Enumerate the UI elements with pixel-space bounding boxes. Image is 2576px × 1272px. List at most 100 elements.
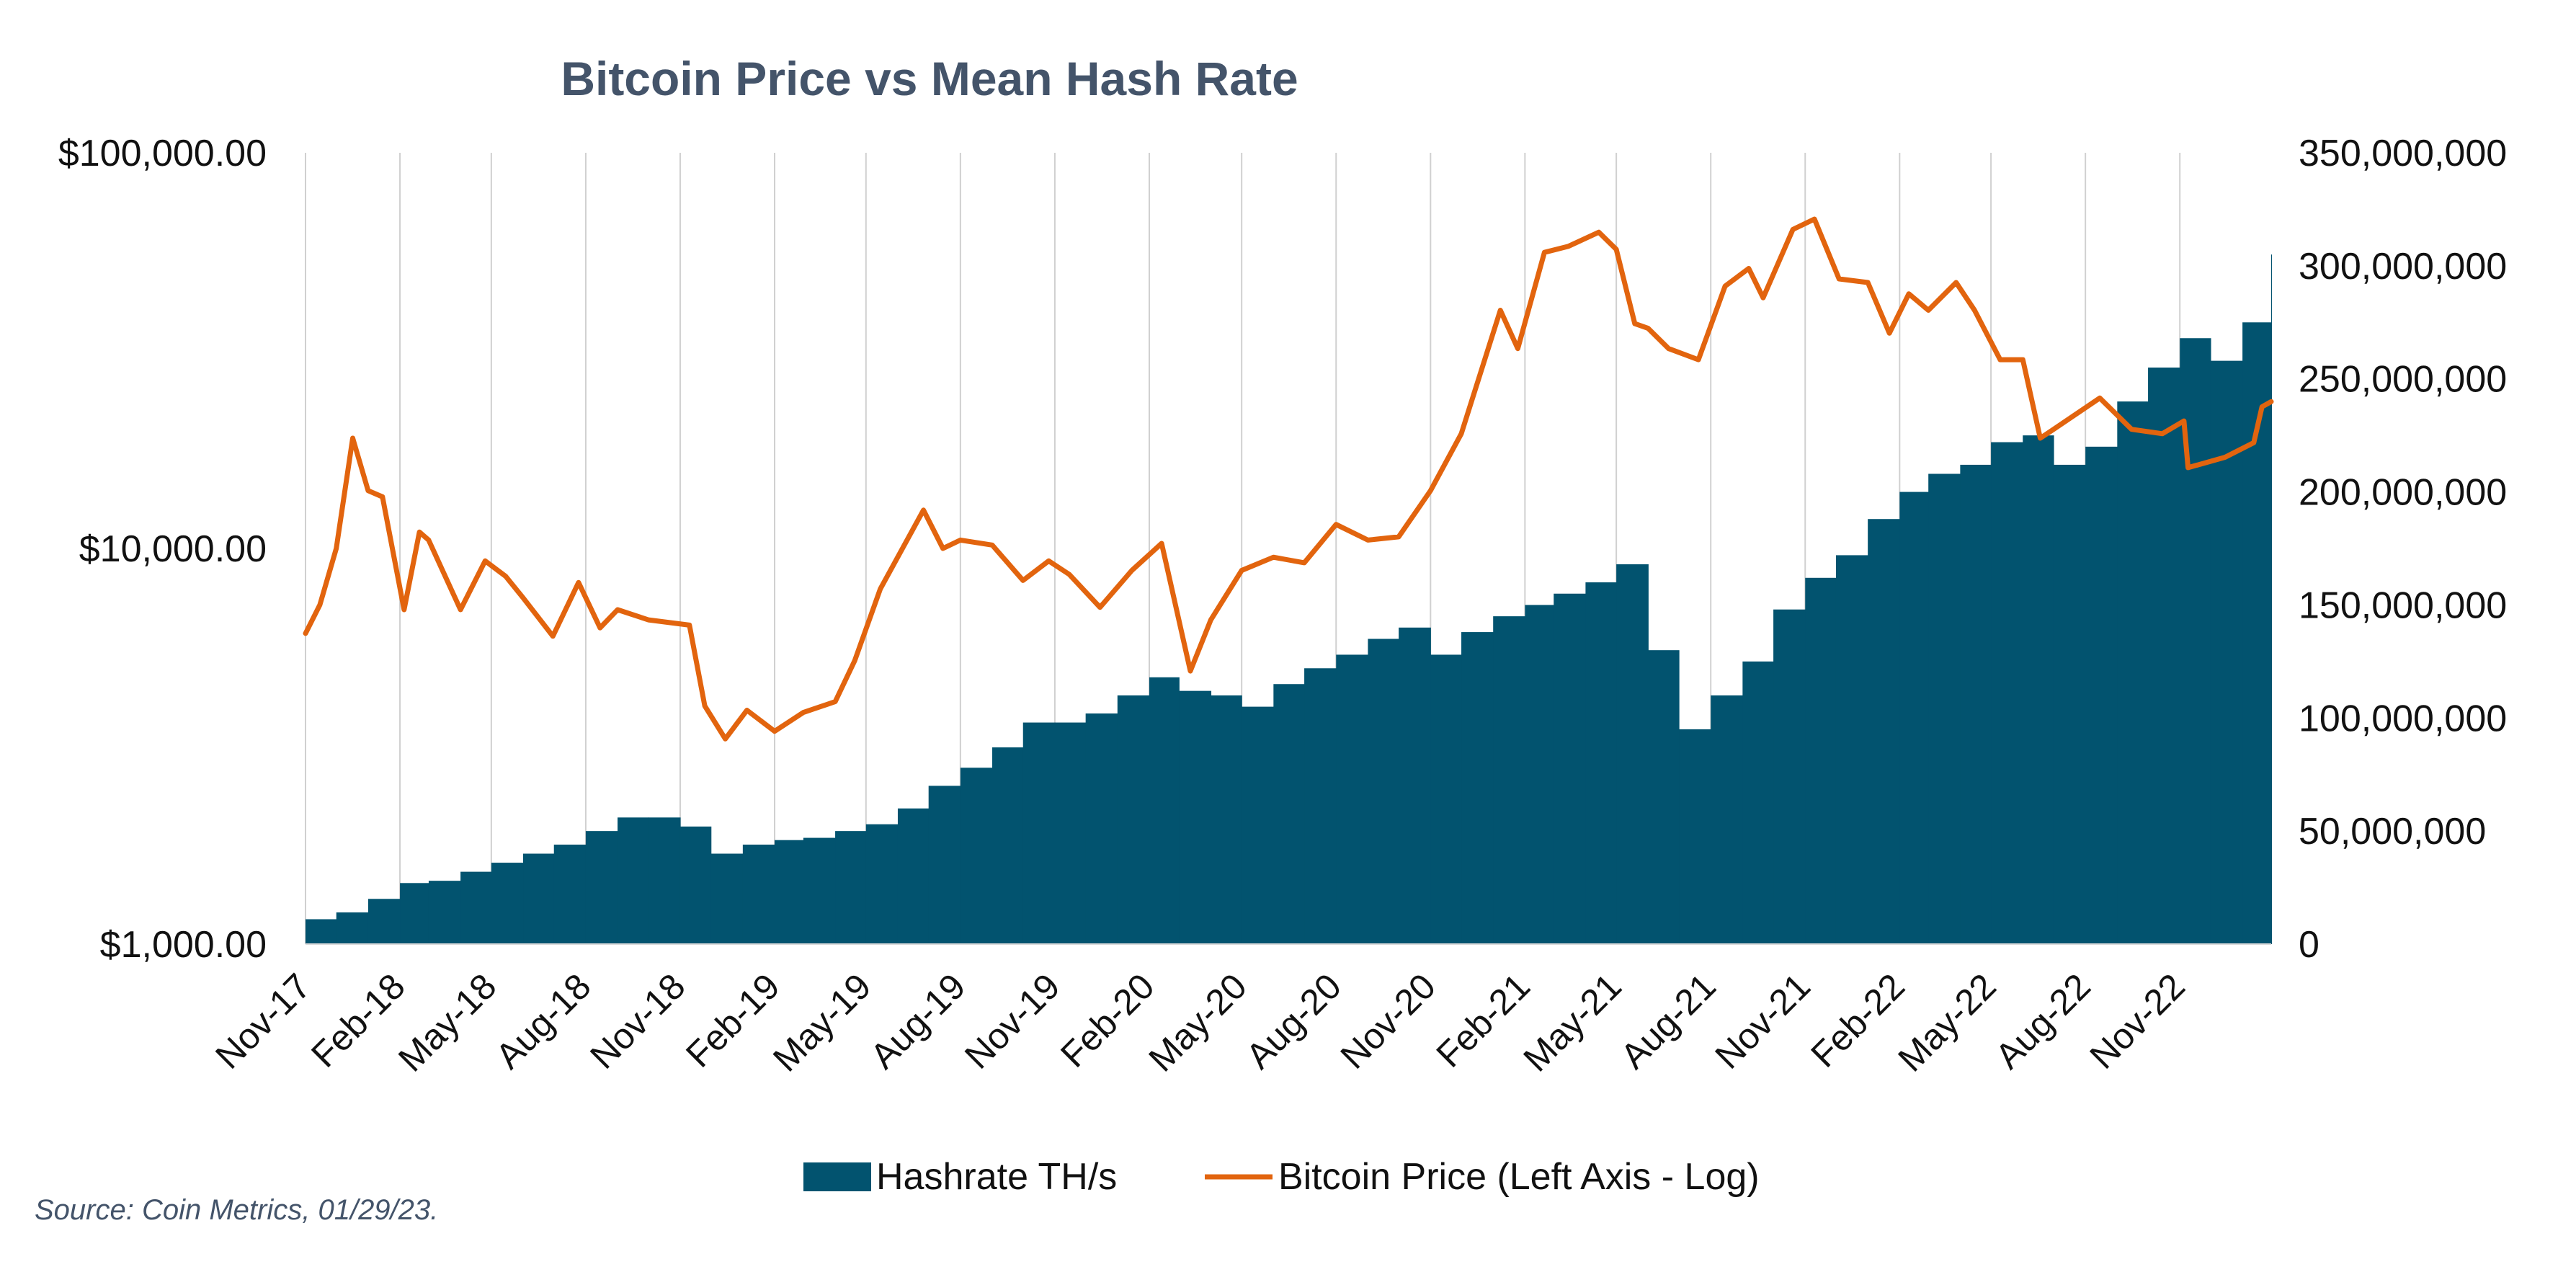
hashrate-bar <box>2117 401 2149 944</box>
x-tick-feb-21: Feb-21 <box>1429 966 1538 1075</box>
hashrate-bar <box>367 899 401 944</box>
x-tick-may-21: May-21 <box>1515 966 1628 1079</box>
hashrate-bar <box>1773 609 1806 944</box>
hashrate-bar <box>491 863 524 944</box>
hashrate-bar <box>865 824 899 944</box>
x-tick-feb-18: Feb-18 <box>303 966 413 1075</box>
hashrate-bar <box>1899 492 1929 944</box>
right-tick-label: 300,000,000 <box>2299 246 2507 288</box>
hashrate-bar <box>1960 464 1992 944</box>
hashrate-bar <box>1648 650 1680 944</box>
hashrate-bar <box>897 808 930 944</box>
hashrate-bar <box>306 919 337 944</box>
right-tick-label: 100,000,000 <box>2299 698 2507 739</box>
hashrate-bar <box>1211 695 1242 944</box>
x-tick-nov-20: Nov-20 <box>1333 966 1444 1077</box>
hashrate-bar <box>992 747 1024 944</box>
hashrate-bar <box>1616 564 1649 944</box>
hashrate-bar <box>1242 706 1274 944</box>
hashrate-bar <box>523 853 555 944</box>
x-tick-feb-20: Feb-20 <box>1053 966 1162 1075</box>
x-tick-aug-22: Aug-22 <box>1987 966 2098 1077</box>
x-tick-aug-20: Aug-20 <box>1238 966 1349 1077</box>
hashrate-bar <box>1304 668 1337 944</box>
hashrate-bar <box>1585 582 1617 944</box>
hashrate-bar <box>2242 322 2272 944</box>
hashrate-bar <box>1117 695 1150 944</box>
left-tick-label: $10,000.00 <box>79 528 267 570</box>
hashrate-bar <box>1054 722 1087 944</box>
right-tick-label: 0 <box>2299 924 2319 966</box>
hashrate-bar <box>336 912 369 944</box>
x-tick-nov-17: Nov-17 <box>208 966 318 1077</box>
x-tick-may-22: May-22 <box>1890 966 2003 1079</box>
hashrate-bar <box>928 786 961 944</box>
hashrate-bar <box>1493 616 1525 944</box>
hashrate-bar <box>1461 632 1494 944</box>
hashrate-bar <box>1149 677 1180 944</box>
hashrate-bar <box>775 840 804 944</box>
hashrate-bar <box>679 826 712 944</box>
legend-swatch-hashrate <box>803 1162 871 1191</box>
hashrate-bar <box>2085 446 2118 944</box>
hashrate-bar <box>618 817 649 944</box>
hashrate-bar <box>460 871 492 944</box>
hashrate-bar <box>1805 577 1837 944</box>
hashrate-bar <box>1554 593 1587 944</box>
price-line-layer <box>303 216 2274 742</box>
hashrate-bar <box>1368 639 1399 944</box>
hashrate-bar <box>1868 519 1900 944</box>
hashrate-bar <box>428 881 461 944</box>
price-line <box>303 216 2274 742</box>
hashrate-bar <box>803 837 836 944</box>
legend-label-hashrate: Hashrate TH/s <box>876 1156 1117 1198</box>
hashrate-bar <box>1679 729 1711 944</box>
hashrate-bar <box>1991 442 2023 944</box>
hashrate-bar <box>835 831 867 944</box>
right-tick-label: 50,000,000 <box>2299 811 2486 853</box>
hashrate-bar <box>742 844 775 944</box>
hashrate-bar <box>648 817 681 944</box>
hashrate-bar <box>1525 605 1554 944</box>
hashrate-bar <box>2023 435 2054 944</box>
x-tick-aug-19: Aug-19 <box>863 966 973 1077</box>
hashrate-bar <box>1022 722 1056 944</box>
hashrate-bar <box>585 831 618 944</box>
right-tick-label: 250,000,000 <box>2299 359 2507 401</box>
hashrate-bar <box>1430 654 1462 944</box>
left-tick-label: $1,000.00 <box>100 924 267 966</box>
hashrate-bar <box>1336 654 1369 944</box>
hashrate-bar <box>553 844 587 944</box>
hashrate-bar <box>1399 627 1431 944</box>
hashrate-bar <box>1085 713 1118 944</box>
hashrate-bar <box>1179 690 1212 944</box>
hashrate-bar <box>2053 464 2086 944</box>
right-tick-label: 200,000,000 <box>2299 472 2507 514</box>
x-tick-nov-18: Nov-18 <box>582 966 693 1077</box>
x-tick-may-20: May-20 <box>1141 966 1254 1079</box>
chart-title: Bitcoin Price vs Mean Hash Rate <box>561 52 1298 105</box>
hashrate-bar <box>1928 473 1961 944</box>
hashrate-bar <box>960 768 993 944</box>
source-note: Source: Coin Metrics, 01/29/23. <box>35 1194 438 1226</box>
x-tick-nov-19: Nov-19 <box>957 966 1068 1077</box>
hashrate-bar <box>710 853 744 944</box>
x-tick-may-18: May-18 <box>391 966 504 1079</box>
hashrate-bar <box>1711 695 1743 944</box>
x-tick-aug-18: Aug-18 <box>488 966 599 1077</box>
x-tick-nov-22: Nov-22 <box>2082 966 2193 1077</box>
right-tick-label: 350,000,000 <box>2299 133 2507 174</box>
hashrate-bar <box>1835 555 1868 944</box>
hashrate-bar <box>1742 661 1774 944</box>
hashrate-bar <box>400 883 429 944</box>
x-tick-nov-21: Nov-21 <box>1707 966 1818 1077</box>
x-tick-aug-21: Aug-21 <box>1613 966 1724 1077</box>
hashrate-bar <box>2148 368 2180 944</box>
right-tick-label: 150,000,000 <box>2299 584 2507 626</box>
legend: Hashrate TH/s Bitcoin Price (Left Axis -… <box>803 1156 1760 1198</box>
x-tick-feb-19: Feb-19 <box>678 966 788 1075</box>
hashrate-bars <box>306 254 2272 945</box>
x-tick-may-19: May-19 <box>765 966 878 1079</box>
